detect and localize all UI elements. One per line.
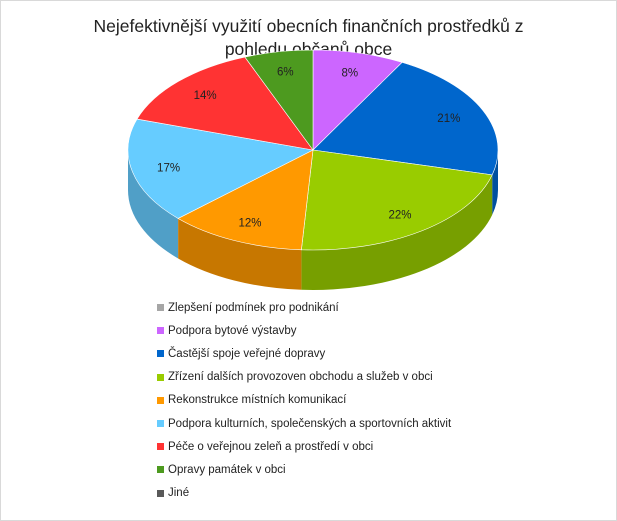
legend-label: Rekonstrukce místních komunikací bbox=[168, 394, 347, 407]
legend-swatch bbox=[157, 373, 164, 381]
data-label-6: 14% bbox=[194, 90, 217, 102]
legend-label: Péče o veřejnou zeleň a prostředí v obci bbox=[168, 440, 374, 453]
data-label-3: 22% bbox=[388, 210, 411, 222]
legend-swatch bbox=[157, 443, 164, 451]
data-label-5: 17% bbox=[157, 162, 180, 174]
legend-item: Opravy památek v obci bbox=[157, 458, 451, 481]
legend-swatch bbox=[157, 327, 164, 335]
pie-tops bbox=[127, 49, 499, 251]
pie-data-labels: 8% 21% 22% 12% 17% 14% 6% bbox=[157, 66, 460, 229]
legend-swatch bbox=[157, 466, 164, 474]
chart-legend: Zlepšení podmínek pro podnikání Podpora b… bbox=[157, 296, 451, 505]
data-label-4: 12% bbox=[238, 217, 261, 229]
pie-slice-2 bbox=[312, 62, 499, 176]
legend-swatch bbox=[157, 396, 164, 404]
legend-item: Podpora bytové výstavby bbox=[157, 319, 451, 342]
pie-slice-5 bbox=[127, 118, 314, 219]
legend-item: Jiné bbox=[157, 482, 451, 505]
legend-label: Podpora kulturních, společenských a spor… bbox=[168, 417, 452, 430]
pie-side-3 bbox=[301, 174, 493, 290]
data-label-7: 6% bbox=[277, 66, 294, 78]
legend-swatch bbox=[157, 420, 164, 428]
legend-label: Častější spoje veřejné dopravy bbox=[168, 347, 326, 360]
data-label-2: 21% bbox=[437, 113, 460, 125]
legend-item: Častější spoje veřejné dopravy bbox=[157, 342, 451, 365]
legend-label: Podpora bytové výstavby bbox=[168, 324, 297, 337]
legend-label: Opravy památek v obci bbox=[168, 463, 286, 476]
legend-item: Zřízení dalších provozoven obchodu a slu… bbox=[157, 366, 451, 389]
pie-side-2 bbox=[492, 150, 498, 215]
pie-slice-4 bbox=[177, 149, 314, 251]
legend-item: Péče o veřejnou zeleň a prostředí v obci bbox=[157, 435, 451, 458]
legend-swatch bbox=[157, 350, 164, 358]
pie-slice-7 bbox=[244, 49, 314, 151]
legend-swatch bbox=[157, 489, 164, 497]
legend-label: Jiné bbox=[168, 487, 190, 500]
chart-title-line-1: Nejefektivnější využití obecních finančn… bbox=[93, 16, 524, 36]
pie-side-5 bbox=[128, 150, 179, 259]
pie-sides bbox=[128, 150, 498, 290]
legend-item: Rekonstrukce místních komunikací bbox=[157, 389, 451, 412]
pie-slice-6 bbox=[136, 56, 314, 151]
pie-slice-3 bbox=[301, 149, 493, 251]
legend-label: Zlepšení podmínek pro podnikání bbox=[168, 301, 339, 314]
legend-swatch bbox=[157, 304, 164, 312]
legend-label: Zřízení dalších provozoven obchodu a slu… bbox=[168, 371, 433, 384]
legend-item: Zlepšení podmínek pro podnikání bbox=[157, 296, 451, 319]
legend-item: Podpora kulturních, společenských a spor… bbox=[157, 412, 451, 435]
data-label-1: 8% bbox=[341, 68, 358, 80]
pie-slice-1 bbox=[312, 49, 403, 151]
pie-side-4 bbox=[178, 218, 302, 290]
